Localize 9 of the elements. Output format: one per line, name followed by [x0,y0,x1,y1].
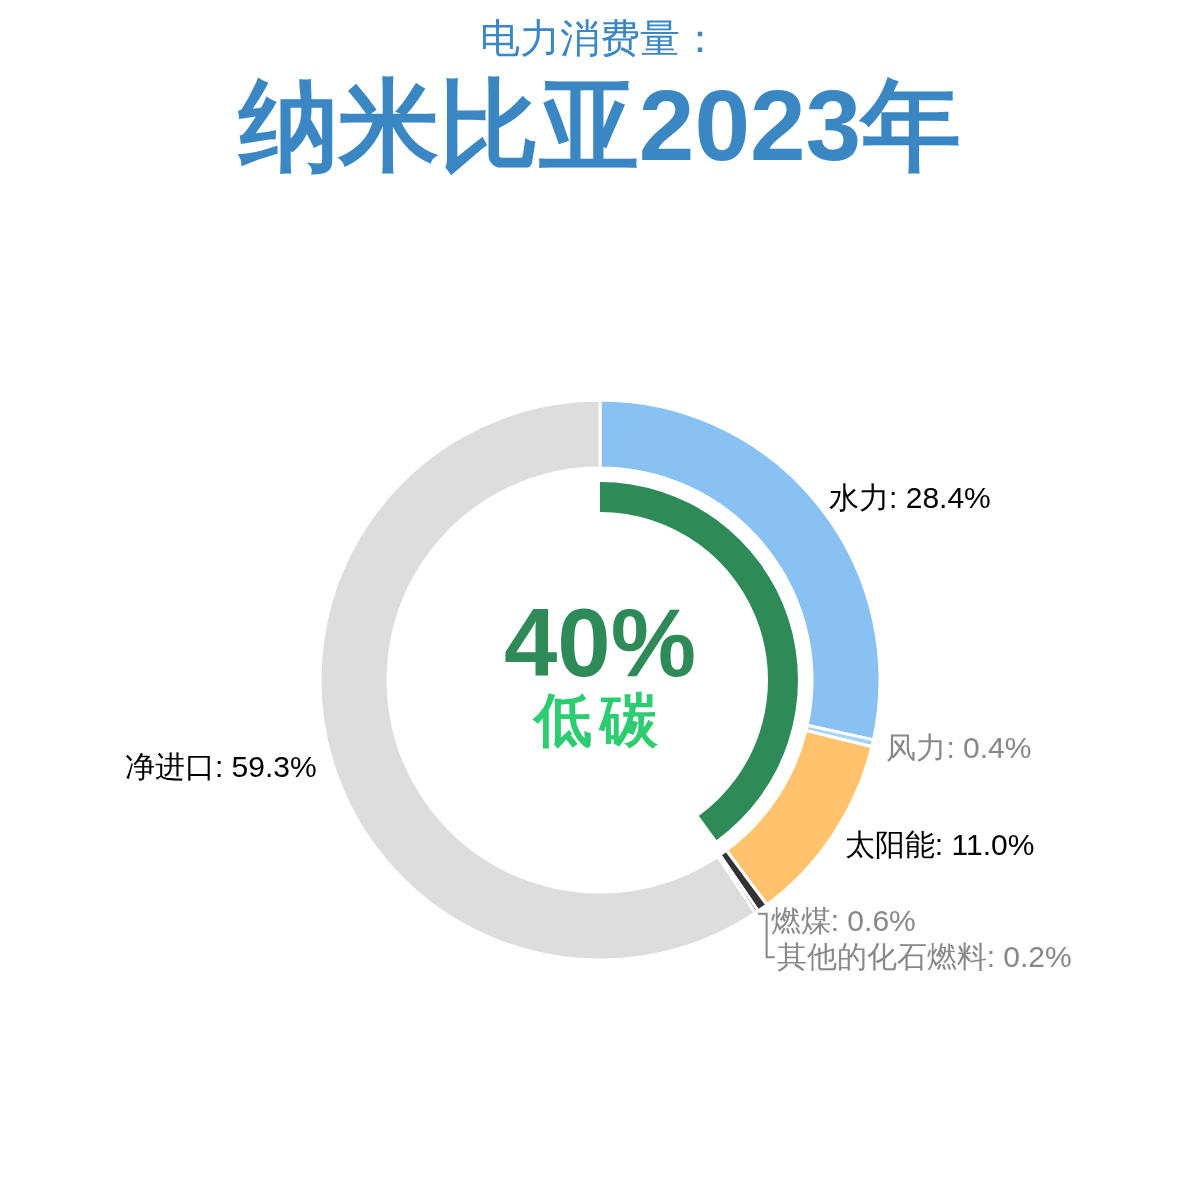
slice-label: 水力: 28.4% [829,480,991,514]
slice-label: 燃煤: 0.6% [770,904,916,938]
slice-label: 净进口: 59.3% [124,750,317,784]
chart-title: 纳米比亚2023年 [236,69,962,181]
slice-label: 风力: 0.4% [886,731,1032,765]
chart-subtitle: 电力消费量： [480,16,720,60]
slice-label: 太阳能: 11.0% [844,827,1035,861]
slice-label: 低碳 [532,687,666,752]
slice-label: 其他的化石燃料: 0.2% [776,940,1072,974]
